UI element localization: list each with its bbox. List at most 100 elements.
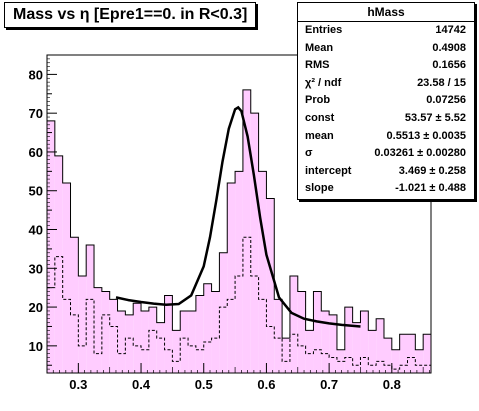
stats-key: σ: [305, 147, 313, 160]
stats-row: const 53.57 ± 5.52: [298, 110, 474, 128]
histogram-bar: [211, 291, 220, 373]
histogram-bar: [305, 330, 314, 373]
histogram-bar: [360, 310, 369, 373]
stats-value: 23.58 / 15: [417, 76, 466, 89]
stats-value: 0.07256: [426, 94, 466, 107]
histogram-bar: [313, 291, 322, 373]
y-tick-label: 80: [29, 67, 43, 82]
y-axis-ticks: 10 20 30 40 50 60 70 80: [29, 54, 57, 370]
histogram-bar: [297, 291, 306, 373]
histogram-bar: [235, 171, 243, 373]
stats-box-title: hMass: [298, 3, 474, 22]
histogram-bar: [109, 299, 118, 373]
stats-value: 0.4908: [432, 41, 466, 54]
histogram-bar: [54, 155, 63, 373]
stats-value: 14742: [435, 24, 466, 36]
y-tick-label: 10: [29, 339, 43, 354]
stats-value: 0.5513 ± 0.0035: [386, 129, 466, 142]
stats-row: χ² / ndf 23.58 / 15: [298, 75, 474, 93]
histogram-bar: [352, 322, 361, 373]
histogram-bar: [219, 252, 228, 373]
histogram-bar: [180, 310, 189, 373]
x-tick-label: 0.7: [320, 377, 338, 392]
stats-row: σ 0.03261 ± 0.00280: [298, 145, 474, 163]
y-tick-label: 70: [29, 106, 43, 121]
stats-value: 3.469 ± 0.258: [398, 164, 466, 177]
histogram-bar: [141, 310, 149, 373]
x-tick-label: 0.8: [383, 377, 401, 392]
stats-row: Mean 0.4908: [298, 40, 474, 58]
histogram-bar: [101, 291, 110, 373]
stats-box: hMass Entries 14742 Mean 0.4908 RMS 0.1656 …: [297, 2, 475, 200]
histogram-bar: [47, 120, 55, 374]
histogram-bar: [94, 287, 102, 373]
histogram-bar: [148, 307, 157, 373]
stats-value: 0.03261 ± 0.00280: [374, 147, 466, 160]
histogram-bar: [289, 276, 298, 373]
histogram-bar: [415, 349, 424, 373]
chart-title: Mass vs η [Epre1==0. in R<0.3]: [4, 2, 257, 28]
stats-key: Prob: [305, 94, 331, 107]
dashed-histogram-series: [47, 236, 431, 370]
histogram-bar: [172, 330, 181, 373]
histogram-bar: [250, 113, 259, 374]
stats-key: slope: [305, 182, 334, 195]
histogram-bar: [391, 349, 400, 373]
histogram-bar: [78, 276, 87, 373]
stats-key: Entries: [305, 24, 343, 36]
stats-key: intercept: [305, 164, 352, 177]
stats-value: 53.57 ± 5.52: [404, 111, 466, 124]
stats-row: slope -1.021 ± 0.488: [298, 180, 474, 198]
histogram-bar: [423, 334, 431, 373]
y-tick-label: 20: [29, 300, 43, 315]
fit-curve: [115, 105, 361, 328]
histogram-bar: [407, 334, 416, 373]
x-tick-label: 0.3: [69, 377, 87, 392]
stats-key: Mean: [305, 41, 334, 54]
x-tick-label: 0.5: [195, 377, 213, 392]
histogram-bar: [274, 299, 283, 373]
x-tick-label: 0.4: [132, 377, 151, 392]
histogram-bar: [321, 310, 330, 373]
y-tick-label: 40: [29, 223, 43, 238]
y-tick-label: 30: [29, 261, 43, 276]
stats-value: -1.021 ± 0.488: [395, 182, 466, 195]
histogram-bar: [203, 283, 212, 373]
stats-row: mean 0.5513 ± 0.0035: [298, 128, 474, 146]
y-tick-label: 50: [29, 184, 43, 199]
stats-key: const: [305, 111, 335, 124]
histogram-bar: [188, 310, 196, 373]
histogram-bar: [133, 303, 142, 373]
histogram-outline: [46, 89, 432, 373]
histogram-bar: [117, 310, 126, 373]
histogram-bar: [125, 314, 134, 373]
stats-value: 0.1656: [432, 59, 466, 72]
stats-key: RMS: [305, 59, 330, 72]
histogram-bar: [329, 314, 337, 373]
histogram-bar: [86, 245, 95, 373]
histogram-bar: [164, 295, 173, 373]
histogram-bar: [383, 338, 392, 373]
stats-key: mean: [305, 129, 334, 142]
histogram-bar: [258, 171, 267, 373]
histogram-bar: [242, 89, 251, 373]
histogram-bar: [336, 349, 345, 373]
x-axis-ticks: 0.3 0.4 0.5 0.6 0.7 0.8: [46, 363, 430, 392]
histogram-bar: [195, 295, 204, 373]
histogram-bar: [399, 334, 408, 373]
histogram-bar: [344, 307, 353, 373]
histogram-bar: [376, 318, 384, 373]
histogram-bar: [70, 237, 79, 373]
histogram-bar: [368, 330, 377, 373]
histogram-bar: [62, 182, 71, 373]
histogram-bar: [266, 198, 275, 373]
stats-key: χ² / ndf: [305, 76, 342, 89]
histogram-bar: [156, 322, 165, 373]
y-tick-label: 60: [29, 145, 43, 160]
stats-row: Entries 14742: [298, 22, 474, 40]
histogram-bar: [227, 182, 236, 373]
histogram-bar: [282, 338, 290, 373]
stats-row: intercept 3.469 ± 0.258: [298, 163, 474, 181]
stats-row: Prob 0.07256: [298, 92, 474, 110]
histogram-bars-group: [46, 89, 432, 374]
